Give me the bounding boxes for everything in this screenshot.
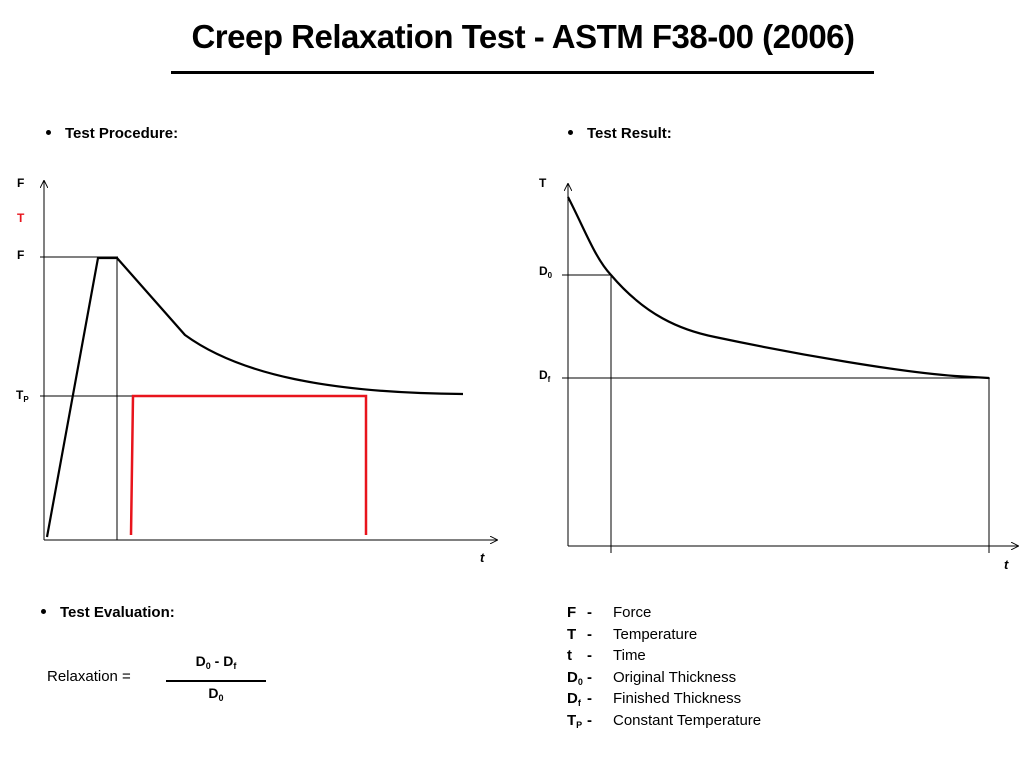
temperature-profile — [129, 394, 368, 536]
legend-symbol: D0 — [567, 668, 583, 687]
legend-row: D0 - Original Thickness — [567, 667, 827, 689]
formula-fraction-bar — [166, 680, 266, 682]
bullet-test-procedure: Test Procedure: — [46, 125, 178, 142]
test-result-heading: Test Result: — [587, 125, 672, 142]
result-y-label-t: T — [539, 176, 547, 190]
legend-dash: - — [587, 625, 592, 643]
legend-symbol: t — [567, 647, 572, 664]
bullet-dot-icon — [46, 130, 51, 136]
force-decay-curve — [116, 257, 464, 396]
force-curve — [45, 256, 117, 538]
legend-description: Constant Temperature — [613, 711, 762, 729]
legend-description: Original Thickness — [613, 668, 737, 686]
formula-numerator: D0 - Df — [195, 653, 237, 671]
legend-dash: - — [587, 604, 592, 621]
legend-description: Time — [613, 647, 646, 664]
df-level-label: Df — [539, 368, 551, 384]
procedure-y-label-t: T — [17, 211, 25, 225]
procedure-y-label-f: F — [17, 176, 25, 190]
legend-row: TP - Constant Temperature — [567, 710, 827, 732]
relaxation-label: Relaxation = — [47, 668, 131, 685]
d0-level-label: D0 — [539, 264, 553, 280]
bullet-dot-icon — [41, 609, 46, 615]
legend-row: Df - Finished Thickness — [567, 688, 827, 710]
bullet-dot-icon — [568, 130, 573, 136]
legend-symbol: F — [567, 604, 577, 621]
legend-dash: - — [587, 668, 592, 686]
legend-symbol: TP — [567, 711, 583, 730]
legend-symbol: Df — [567, 690, 581, 708]
legend-description: Finished Thickness — [613, 690, 742, 707]
bullet-test-evaluation: Test Evaluation: — [41, 604, 175, 621]
legend-row: F - Force — [567, 602, 827, 624]
formula-denominator: D0 — [208, 685, 224, 703]
result-chart — [562, 184, 1018, 553]
legend-description: Temperature — [613, 625, 698, 643]
page-title: Creep Relaxation Test - ASTM F38-00 (200… — [191, 18, 855, 55]
procedure-x-label: t — [480, 550, 485, 565]
bullet-test-result: Test Result: — [568, 125, 672, 142]
legend: F - Force T - Temperature t - Time D0 - … — [567, 602, 827, 731]
result-x-label: t — [1004, 557, 1009, 572]
test-evaluation-heading: Test Evaluation: — [60, 604, 175, 621]
legend-dash: - — [587, 647, 592, 664]
test-procedure-heading: Test Procedure: — [65, 125, 179, 142]
force-level-label: F — [17, 248, 25, 262]
title-underline — [171, 71, 874, 74]
thickness-curve — [567, 196, 990, 380]
legend-description: Force — [613, 604, 652, 621]
tp-level-label: TP — [16, 388, 29, 404]
legend-row: t - Time — [567, 645, 827, 667]
procedure-chart — [40, 181, 497, 540]
legend-dash: - — [587, 711, 592, 729]
legend-symbol: T — [567, 625, 577, 643]
legend-row: T - Temperature — [567, 624, 827, 646]
legend-dash: - — [587, 690, 592, 707]
